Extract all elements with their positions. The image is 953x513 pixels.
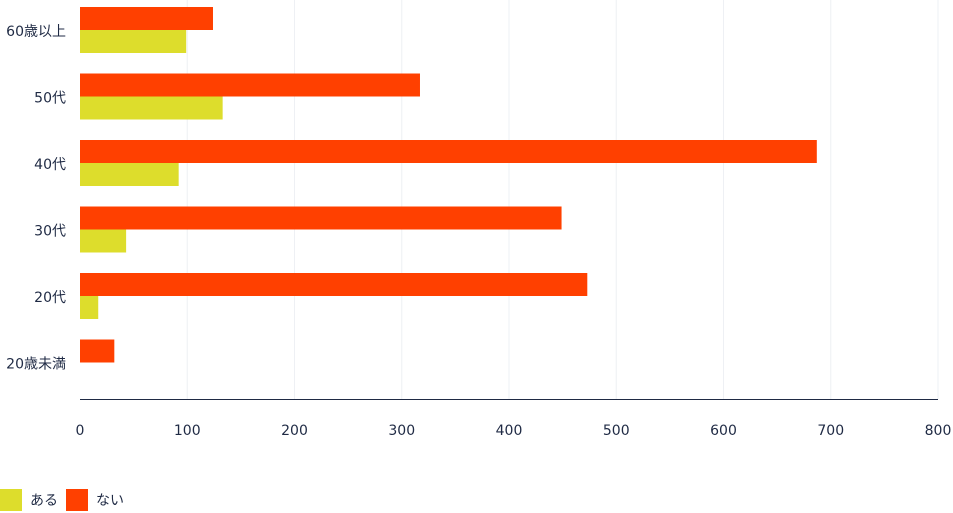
x-tick-label: 300	[388, 423, 415, 439]
bar	[80, 140, 817, 163]
x-tick-label: 700	[817, 423, 844, 439]
x-tick-labels: 0 100 200 300 400 500 600 700 800	[76, 423, 952, 439]
bar	[80, 339, 115, 363]
category-label: 40代	[34, 157, 66, 173]
bar	[80, 296, 99, 319]
category-labels: 60歳以上 50代 40代 30代 20代 20歳未満	[6, 24, 66, 373]
x-tick-label: 500	[603, 423, 630, 439]
category-label: 60歳以上	[6, 24, 66, 40]
x-tick-label: 400	[496, 423, 523, 439]
bars	[80, 7, 817, 363]
bar	[80, 30, 187, 53]
legend-swatch-nai	[66, 489, 88, 511]
category-label: 30代	[34, 224, 66, 240]
bar	[80, 206, 562, 230]
legend-label-aru: ある	[30, 493, 58, 509]
gridlines	[186, 0, 939, 399]
category-label: 20代	[34, 290, 66, 306]
bar	[80, 96, 223, 120]
bar	[80, 73, 420, 97]
bar	[80, 7, 213, 30]
legend-item-aru[interactable]: ある	[0, 489, 58, 511]
legend: ある ない	[0, 489, 132, 511]
legend-swatch-aru	[0, 489, 22, 511]
legend-item-nai[interactable]: ない	[66, 489, 124, 511]
x-tick-label: 600	[710, 423, 737, 439]
bar	[80, 163, 179, 186]
bar	[80, 273, 588, 296]
x-tick-label: 0	[76, 423, 85, 439]
bar-chart: 0 100 200 300 400 500 600 700 800 60歳以上 50代 40代 30代…	[6, 0, 952, 439]
x-tick-label: 100	[174, 423, 201, 439]
bar	[80, 229, 127, 253]
legend-label-nai: ない	[96, 493, 124, 509]
x-tick-label: 200	[281, 423, 308, 439]
x-tick-label: 800	[925, 423, 952, 439]
category-label: 20歳未満	[6, 357, 66, 373]
category-label: 50代	[34, 91, 66, 107]
